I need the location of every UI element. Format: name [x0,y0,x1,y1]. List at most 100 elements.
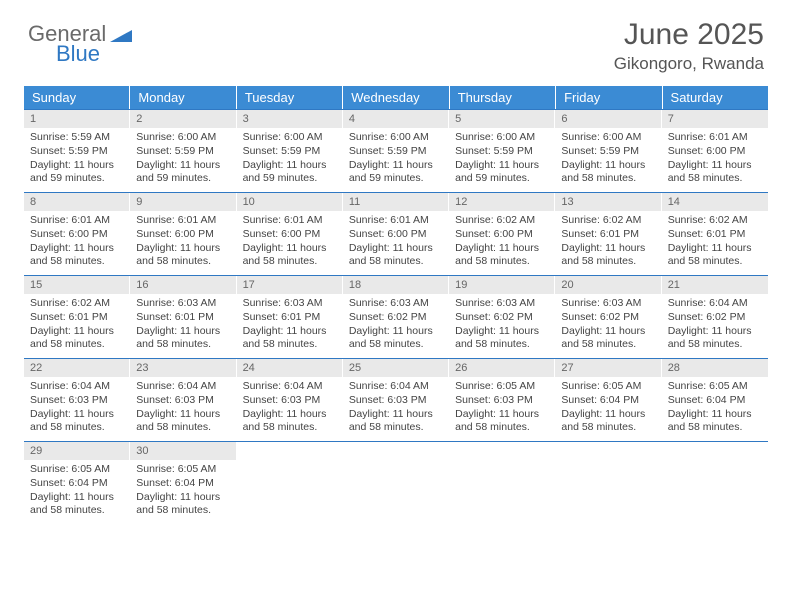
day-cell: 30Sunrise: 6:05 AMSunset: 6:04 PMDayligh… [130,442,236,524]
daylight-text: Daylight: 11 hours [668,408,762,422]
title-block: June 2025 Gikongoro, Rwanda [614,18,764,74]
day-number: 22 [24,359,130,377]
daylight-text: and 58 minutes. [136,338,230,352]
day-body: Sunrise: 6:03 AMSunset: 6:02 PMDaylight:… [449,294,555,358]
day-body [449,460,555,469]
weekday-header: Thursday [450,86,556,109]
daylight-text: Daylight: 11 hours [30,159,124,173]
day-cell [343,442,449,524]
day-body: Sunrise: 6:04 AMSunset: 6:02 PMDaylight:… [662,294,768,358]
sunset-text: Sunset: 6:01 PM [561,228,655,242]
sunset-text: Sunset: 6:03 PM [136,394,230,408]
sunset-text: Sunset: 6:02 PM [561,311,655,325]
day-body: Sunrise: 6:01 AMSunset: 6:00 PMDaylight:… [662,128,768,192]
day-number: 4 [343,110,449,128]
day-body: Sunrise: 6:01 AMSunset: 6:00 PMDaylight:… [343,211,449,275]
day-body [237,460,343,469]
daylight-text: and 58 minutes. [455,338,549,352]
day-body: Sunrise: 6:04 AMSunset: 6:03 PMDaylight:… [237,377,343,441]
daylight-text: and 59 minutes. [455,172,549,186]
day-body: Sunrise: 6:01 AMSunset: 6:00 PMDaylight:… [130,211,236,275]
daylight-text: and 58 minutes. [455,255,549,269]
day-body: Sunrise: 6:05 AMSunset: 6:04 PMDaylight:… [130,460,236,524]
day-number: 7 [662,110,768,128]
brand-triangle-icon [110,26,132,42]
sunrise-text: Sunrise: 6:04 AM [243,380,337,394]
daylight-text: and 58 minutes. [30,255,124,269]
sunset-text: Sunset: 6:00 PM [136,228,230,242]
daylight-text: and 58 minutes. [349,255,443,269]
day-cell: 25Sunrise: 6:04 AMSunset: 6:03 PMDayligh… [343,359,449,441]
daylight-text: Daylight: 11 hours [30,242,124,256]
sunset-text: Sunset: 6:04 PM [30,477,124,491]
sunrise-text: Sunrise: 6:03 AM [349,297,443,311]
day-body: Sunrise: 5:59 AMSunset: 5:59 PMDaylight:… [24,128,130,192]
brand-part2: Blue [28,44,100,64]
daylight-text: and 58 minutes. [561,172,655,186]
day-cell: 23Sunrise: 6:04 AMSunset: 6:03 PMDayligh… [130,359,236,441]
sunset-text: Sunset: 6:03 PM [455,394,549,408]
day-cell: 17Sunrise: 6:03 AMSunset: 6:01 PMDayligh… [237,276,343,358]
day-cell: 3Sunrise: 6:00 AMSunset: 5:59 PMDaylight… [237,110,343,192]
daylight-text: Daylight: 11 hours [455,325,549,339]
sunrise-text: Sunrise: 6:01 AM [30,214,124,228]
day-body: Sunrise: 6:00 AMSunset: 5:59 PMDaylight:… [130,128,236,192]
daylight-text: and 58 minutes. [668,172,762,186]
day-number: 15 [24,276,130,294]
day-number: 27 [555,359,661,377]
daylight-text: Daylight: 11 hours [243,408,337,422]
day-number [662,442,768,460]
day-cell: 10Sunrise: 6:01 AMSunset: 6:00 PMDayligh… [237,193,343,275]
sunrise-text: Sunrise: 6:03 AM [136,297,230,311]
sunrise-text: Sunrise: 6:05 AM [30,463,124,477]
day-number: 18 [343,276,449,294]
daylight-text: and 58 minutes. [136,504,230,518]
sunrise-text: Sunrise: 6:03 AM [561,297,655,311]
week-row: 8Sunrise: 6:01 AMSunset: 6:00 PMDaylight… [24,192,768,275]
daylight-text: Daylight: 11 hours [668,325,762,339]
day-number: 23 [130,359,236,377]
day-body: Sunrise: 6:02 AMSunset: 6:01 PMDaylight:… [662,211,768,275]
sunset-text: Sunset: 5:59 PM [561,145,655,159]
calendar-grid: SundayMondayTuesdayWednesdayThursdayFrid… [24,86,768,524]
day-number [343,442,449,460]
day-cell: 15Sunrise: 6:02 AMSunset: 6:01 PMDayligh… [24,276,130,358]
sunset-text: Sunset: 6:02 PM [668,311,762,325]
sunrise-text: Sunrise: 6:00 AM [455,131,549,145]
day-body: Sunrise: 6:00 AMSunset: 5:59 PMDaylight:… [343,128,449,192]
day-number [237,442,343,460]
day-number: 10 [237,193,343,211]
daylight-text: and 58 minutes. [136,255,230,269]
day-cell: 27Sunrise: 6:05 AMSunset: 6:04 PMDayligh… [555,359,661,441]
day-number: 9 [130,193,236,211]
sunrise-text: Sunrise: 6:02 AM [561,214,655,228]
day-cell: 14Sunrise: 6:02 AMSunset: 6:01 PMDayligh… [662,193,768,275]
sunset-text: Sunset: 6:00 PM [30,228,124,242]
day-number: 19 [449,276,555,294]
daylight-text: Daylight: 11 hours [561,242,655,256]
day-cell: 29Sunrise: 6:05 AMSunset: 6:04 PMDayligh… [24,442,130,524]
day-number: 20 [555,276,661,294]
day-cell: 16Sunrise: 6:03 AMSunset: 6:01 PMDayligh… [130,276,236,358]
day-body: Sunrise: 6:04 AMSunset: 6:03 PMDaylight:… [24,377,130,441]
sunset-text: Sunset: 6:00 PM [349,228,443,242]
daylight-text: and 58 minutes. [30,421,124,435]
day-number: 28 [662,359,768,377]
daylight-text: and 58 minutes. [668,255,762,269]
daylight-text: Daylight: 11 hours [561,159,655,173]
day-cell: 12Sunrise: 6:02 AMSunset: 6:00 PMDayligh… [449,193,555,275]
daylight-text: and 58 minutes. [561,255,655,269]
day-cell: 18Sunrise: 6:03 AMSunset: 6:02 PMDayligh… [343,276,449,358]
daylight-text: Daylight: 11 hours [455,159,549,173]
sunrise-text: Sunrise: 6:00 AM [349,131,443,145]
day-cell: 26Sunrise: 6:05 AMSunset: 6:03 PMDayligh… [449,359,555,441]
day-body: Sunrise: 6:05 AMSunset: 6:04 PMDaylight:… [662,377,768,441]
day-cell: 11Sunrise: 6:01 AMSunset: 6:00 PMDayligh… [343,193,449,275]
sunset-text: Sunset: 5:59 PM [243,145,337,159]
daylight-text: and 58 minutes. [455,421,549,435]
daylight-text: and 58 minutes. [349,421,443,435]
sunrise-text: Sunrise: 6:02 AM [30,297,124,311]
sunrise-text: Sunrise: 6:04 AM [349,380,443,394]
sunset-text: Sunset: 6:01 PM [136,311,230,325]
day-cell: 2Sunrise: 6:00 AMSunset: 5:59 PMDaylight… [130,110,236,192]
